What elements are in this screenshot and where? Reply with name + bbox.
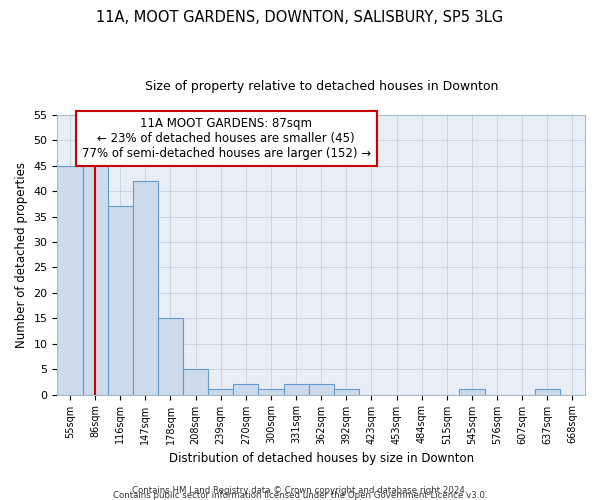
Text: 11A MOOT GARDENS: 87sqm
← 23% of detached houses are smaller (45)
77% of semi-de: 11A MOOT GARDENS: 87sqm ← 23% of detache… [82,118,371,160]
Bar [58,166,83,394]
Bar [133,181,158,394]
Bar [233,384,259,394]
Bar [284,384,308,394]
Bar [83,160,107,394]
Text: 11A, MOOT GARDENS, DOWNTON, SALISBURY, SP5 3LG: 11A, MOOT GARDENS, DOWNTON, SALISBURY, S… [97,10,503,25]
Bar [208,390,233,394]
X-axis label: Distribution of detached houses by size in Downton: Distribution of detached houses by size … [169,452,474,465]
Text: Contains public sector information licensed under the Open Government Licence v3: Contains public sector information licen… [113,491,487,500]
Bar [334,390,359,394]
Bar [259,390,284,394]
Bar [460,390,485,394]
Bar [158,318,183,394]
Bar [535,390,560,394]
Title: Size of property relative to detached houses in Downton: Size of property relative to detached ho… [145,80,498,93]
Y-axis label: Number of detached properties: Number of detached properties [15,162,28,348]
Text: Contains HM Land Registry data © Crown copyright and database right 2024.: Contains HM Land Registry data © Crown c… [132,486,468,495]
Bar [107,206,133,394]
Bar [308,384,334,394]
Bar [183,369,208,394]
